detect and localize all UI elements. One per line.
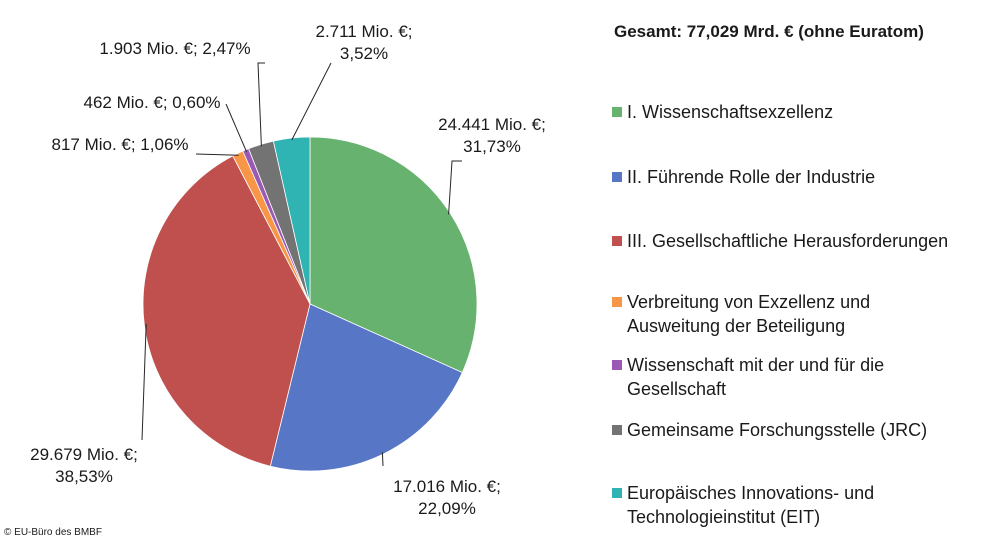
leader-line (381, 452, 384, 467)
data-label-line: 1.903 Mio. €; 2,47% (99, 39, 250, 58)
legend-item: Wissenschaft mit der und für die Gesells… (612, 353, 884, 401)
data-labels: 24.441 Mio. €; 31,73% 17.016 Mio. €; 22,09%… (30, 22, 546, 518)
data-label-line: 29.679 Mio. €; (30, 445, 138, 464)
data-label-line: 3,52% (340, 44, 388, 63)
legend-swatch (612, 360, 622, 370)
leader-line (195, 153, 239, 156)
data-label-line: 31,73% (463, 137, 521, 156)
data-label: 817 Mio. €; 1,06% (51, 135, 188, 154)
data-label: 24.441 Mio. €; 31,73% (438, 115, 546, 156)
legend-label: Wissenschaft mit der und für die Gesells… (627, 355, 885, 399)
legend-item: II. Führende Rolle der Industrie (612, 165, 875, 189)
legend-item: I. Wissenschaftsexzellenz (612, 100, 833, 124)
legend-item: Europäisches Innovations- und Technologi… (612, 481, 874, 529)
leader-line (257, 62, 265, 147)
data-label-line: 24.441 Mio. €; (438, 115, 546, 134)
data-label-line: 22,09% (418, 499, 476, 518)
legend-item: Gemeinsame Forschungsstelle (JRC) (612, 418, 927, 442)
pie-slice (309, 136, 478, 374)
legend-swatch (612, 236, 622, 246)
legend-swatch (612, 107, 622, 117)
pie-slice (269, 303, 463, 472)
leader-lines (141, 62, 462, 467)
legend-label: Gemeinsame Forschungsstelle (JRC) (627, 420, 928, 440)
data-label: 462 Mio. €; 0,60% (83, 93, 220, 112)
data-label: 29.679 Mio. €; 38,53% (30, 445, 138, 486)
legend-label: Verbreitung von Exzellenz und Ausweitung… (627, 292, 871, 336)
legend-label: II. Führende Rolle der Industrie (627, 167, 876, 187)
legend-label: Europäisches Innovations- und Technologi… (627, 483, 875, 527)
leader-line (291, 62, 332, 141)
data-label-line: 2.711 Mio. €; (315, 22, 412, 41)
data-label-line: 817 Mio. €; 1,06% (51, 135, 188, 154)
leader-line (448, 160, 462, 215)
chart-total-title: Gesamt: 77,029 Mrd. € (ohne Euratom) (614, 22, 924, 41)
data-label-line: 462 Mio. €; 0,60% (83, 93, 220, 112)
legend-item: III. Gesellschaftliche Herausforderungen (612, 229, 948, 253)
legend-label: I. Wissenschaftsexzellenz (627, 102, 834, 122)
legend-swatch (612, 172, 622, 182)
data-label: 1.903 Mio. €; 2,47% (99, 39, 250, 58)
leader-line (141, 323, 147, 441)
data-label: 2.711 Mio. €; 3,52% (315, 22, 412, 63)
copyright-notice: © EU-Büro des BMBF (4, 527, 102, 538)
legend-label: III. Gesellschaftliche Herausforderungen (627, 231, 949, 251)
data-label-line: 17.016 Mio. €; (393, 477, 501, 496)
legend-item: Verbreitung von Exzellenz und Ausweitung… (612, 290, 870, 338)
pie-slice (142, 155, 311, 467)
legend-swatch (612, 425, 622, 435)
data-label: 17.016 Mio. €; 22,09% (393, 477, 501, 518)
pie-slices (142, 136, 478, 472)
legend-swatch (612, 488, 622, 498)
pie-slice (272, 136, 311, 305)
data-label-line: 38,53% (55, 467, 113, 486)
leader-line (225, 103, 247, 152)
legend-swatch (612, 297, 622, 307)
